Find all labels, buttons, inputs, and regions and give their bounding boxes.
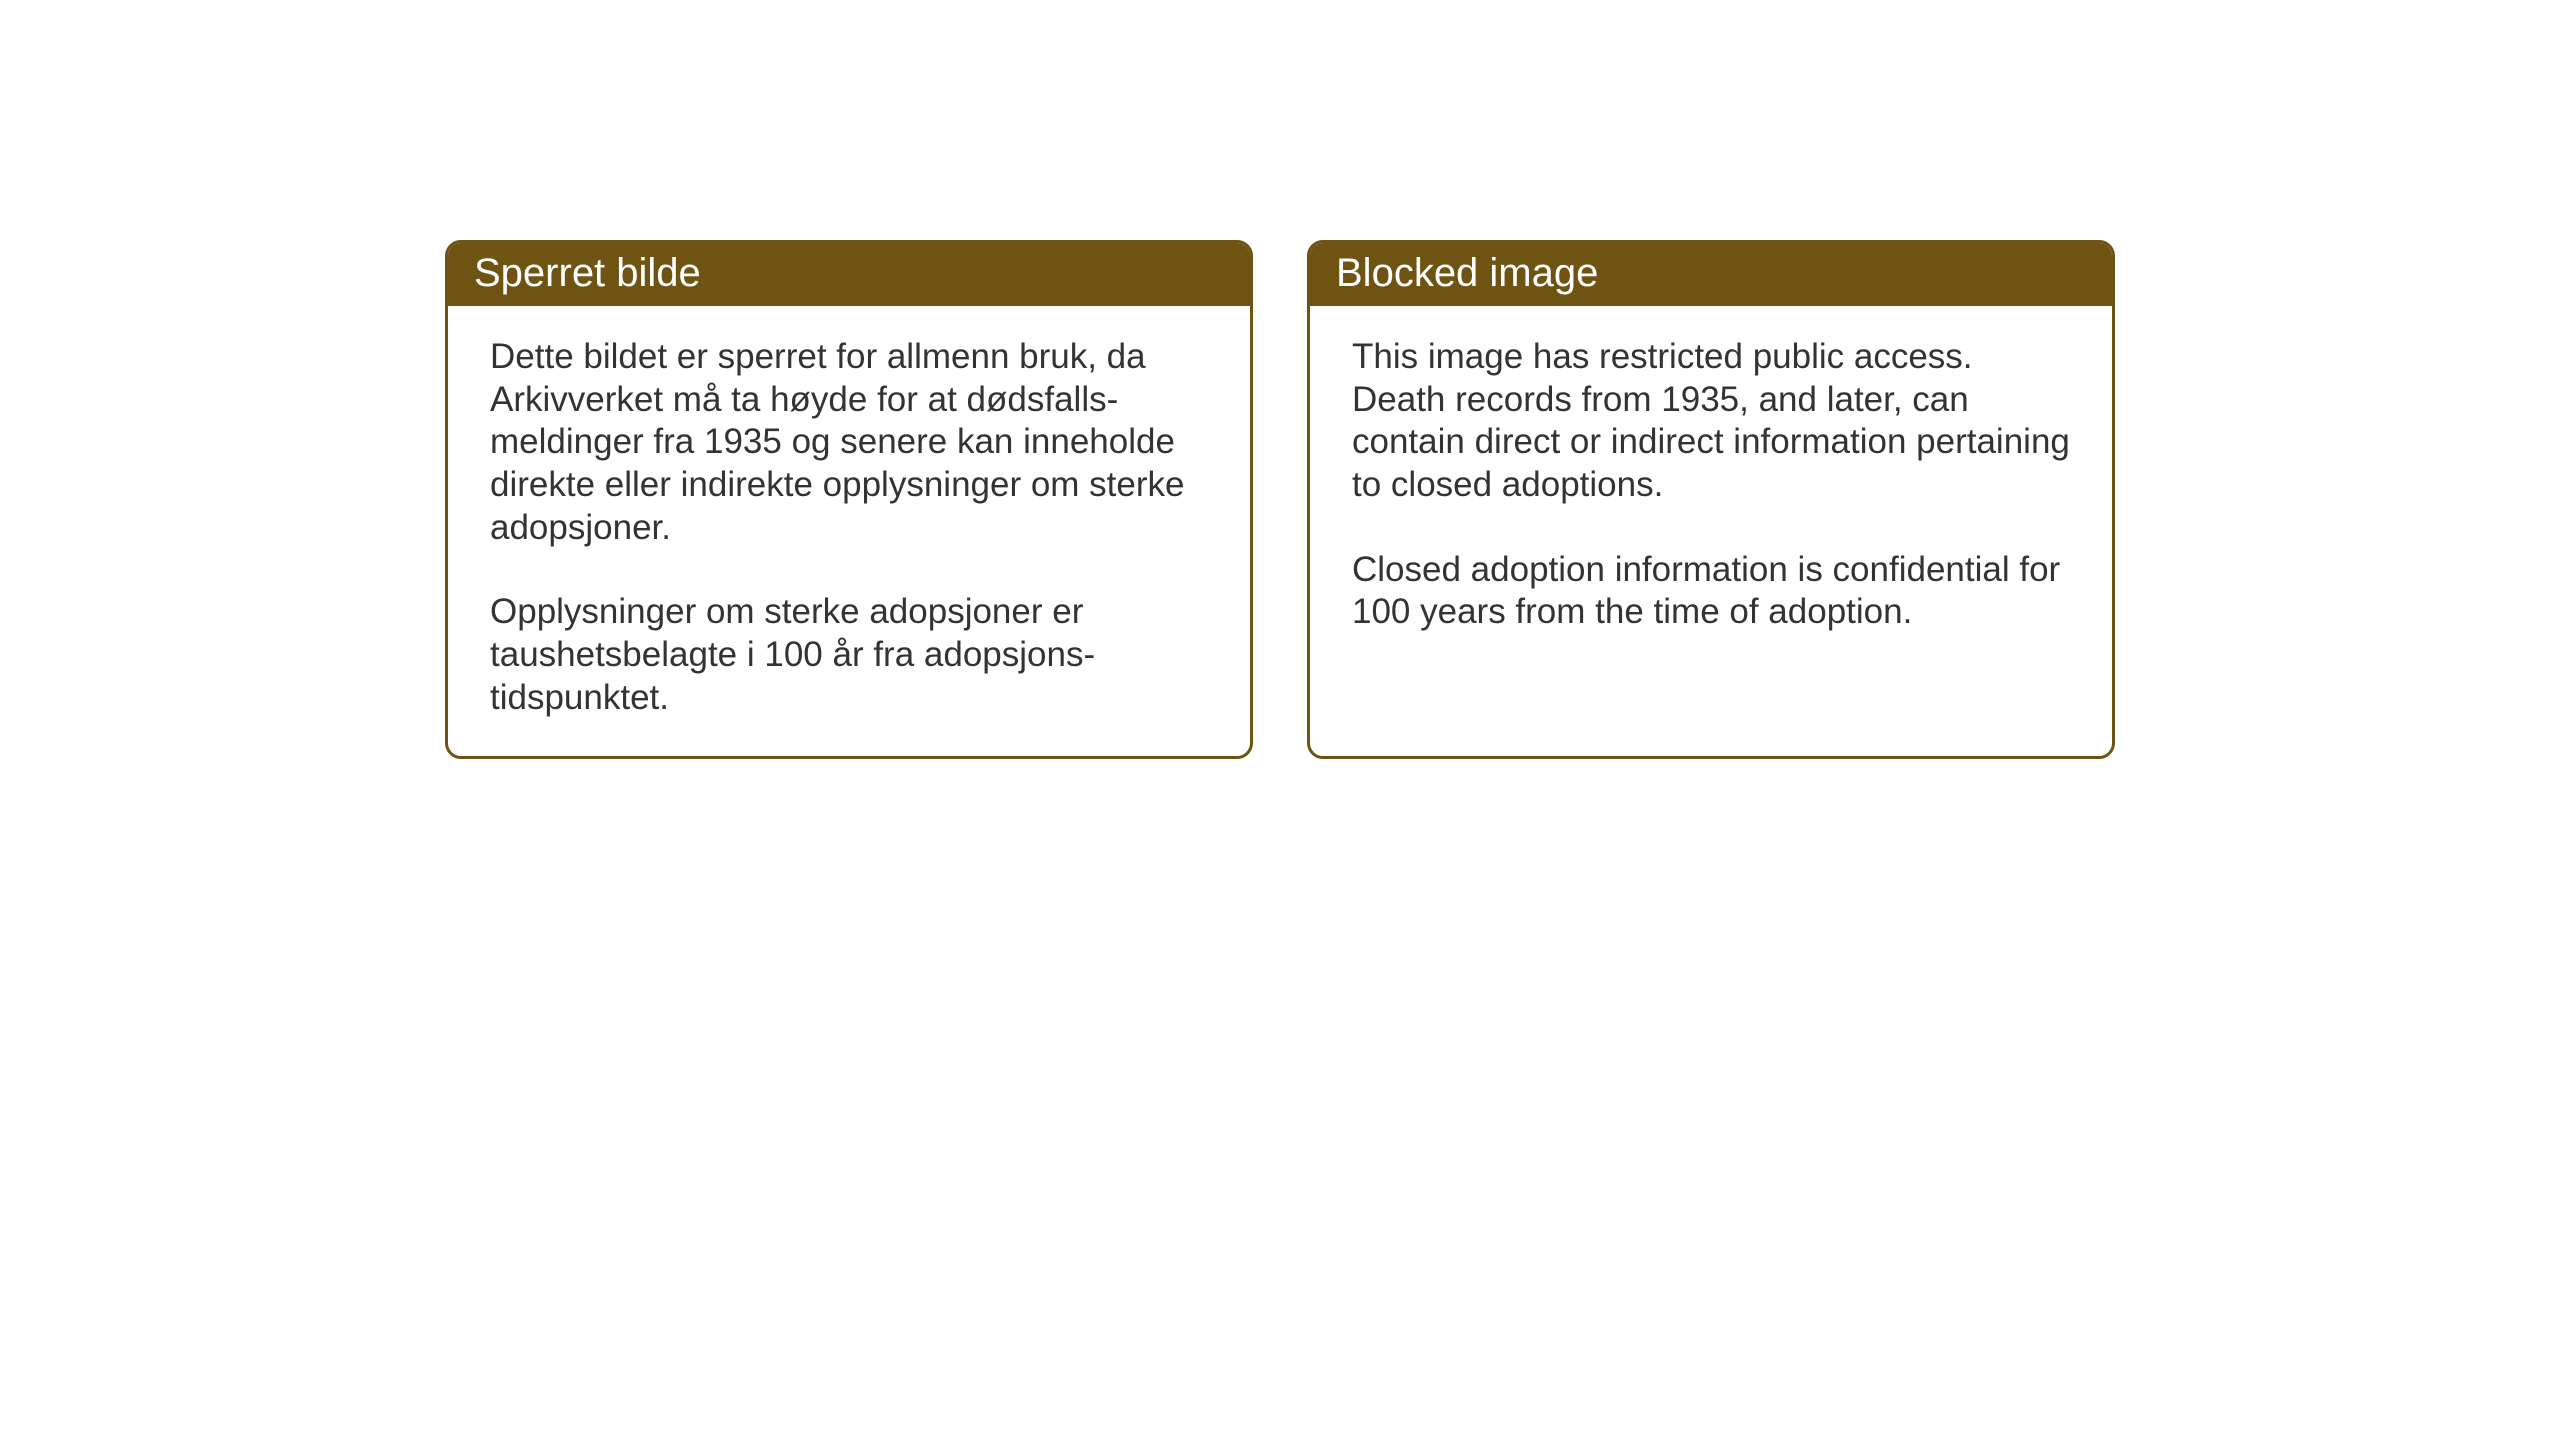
notice-header-norwegian: Sperret bilde [448,243,1250,306]
notice-title-norwegian: Sperret bilde [474,251,701,295]
notice-box-english: Blocked image This image has restricted … [1307,240,2115,759]
notice-paragraph-2-norwegian: Opplysninger om sterke adopsjoner er tau… [490,591,1208,719]
notice-title-english: Blocked image [1336,251,1598,295]
notice-header-english: Blocked image [1310,243,2112,306]
notice-paragraph-1-norwegian: Dette bildet er sperret for allmenn bruk… [490,336,1208,549]
notice-paragraph-1-english: This image has restricted public access.… [1352,336,2070,507]
notice-paragraph-2-english: Closed adoption information is confident… [1352,549,2070,634]
notice-container: Sperret bilde Dette bildet er sperret fo… [445,240,2115,759]
notice-body-norwegian: Dette bildet er sperret for allmenn bruk… [448,306,1250,756]
notice-box-norwegian: Sperret bilde Dette bildet er sperret fo… [445,240,1253,759]
notice-body-english: This image has restricted public access.… [1310,306,2112,670]
